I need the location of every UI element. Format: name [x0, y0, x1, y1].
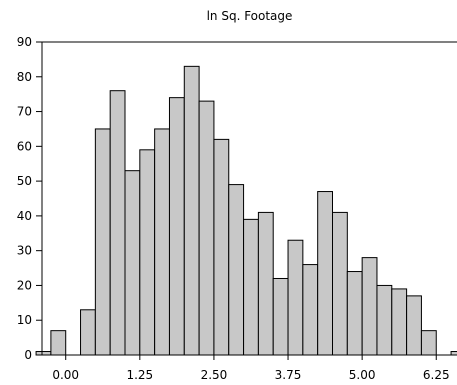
axes: 0 10 20 30 40 50 60 70 80 90 0.00 1.25 2.50 3.75 5.00 6…: [17, 35, 457, 382]
histogram-bar: [317, 191, 333, 356]
histogram-bar: [213, 138, 230, 356]
y-axis-tick-label: 10: [17, 313, 32, 327]
histogram-bar: [183, 65, 200, 356]
plot-area: [35, 65, 457, 356]
x-axis-tick-label: 6.25: [423, 368, 450, 382]
y-axis-tick-label: 40: [17, 209, 32, 223]
x-axis-tick-label: 3.75: [275, 368, 302, 382]
y-axis-tick-label: 70: [17, 105, 32, 119]
y-axis-tick-label: 80: [17, 70, 32, 84]
y-axis-tick-label: 50: [17, 174, 32, 188]
histogram-bar: [450, 351, 457, 356]
histogram-bar: [139, 149, 156, 356]
histogram-bar: [346, 271, 363, 356]
histogram-bar: [168, 97, 185, 356]
histogram-bar: [109, 90, 126, 356]
y-axis-tick-label: 90: [17, 35, 32, 49]
y-axis-tick-label: 30: [17, 244, 32, 258]
histogram-bar: [332, 211, 348, 356]
histogram-bar: [376, 284, 393, 356]
histogram-bar: [94, 128, 111, 356]
histogram-bar: [124, 170, 141, 356]
histogram-bar: [287, 239, 304, 356]
histogram-bar: [80, 309, 96, 356]
histogram-bar: [154, 128, 170, 356]
histogram-bar: [198, 100, 215, 356]
chart-title: ln Sq. Footage: [207, 9, 293, 23]
histogram-bar: [35, 351, 52, 356]
y-axis-tick-label: 20: [17, 278, 32, 292]
histogram-bar: [406, 295, 422, 356]
histogram-bar: [361, 257, 378, 356]
histogram-bar: [243, 218, 259, 356]
x-axis-tick-label: 2.50: [201, 368, 228, 382]
histogram-bar: [228, 184, 245, 356]
x-axis-tick-label: 1.25: [126, 368, 153, 382]
x-axis-tick-label: 5.00: [349, 368, 376, 382]
y-axis-tick-label: 0: [24, 348, 32, 362]
histogram-bar: [272, 277, 289, 356]
histogram-bar: [420, 330, 437, 356]
histogram-bar: [302, 264, 319, 356]
y-axis-tick-label: 60: [17, 139, 32, 153]
histogram-bar: [50, 330, 67, 356]
x-axis-tick-label: 0.00: [52, 368, 79, 382]
histogram-bar: [257, 211, 274, 356]
histogram-bar: [391, 288, 408, 356]
